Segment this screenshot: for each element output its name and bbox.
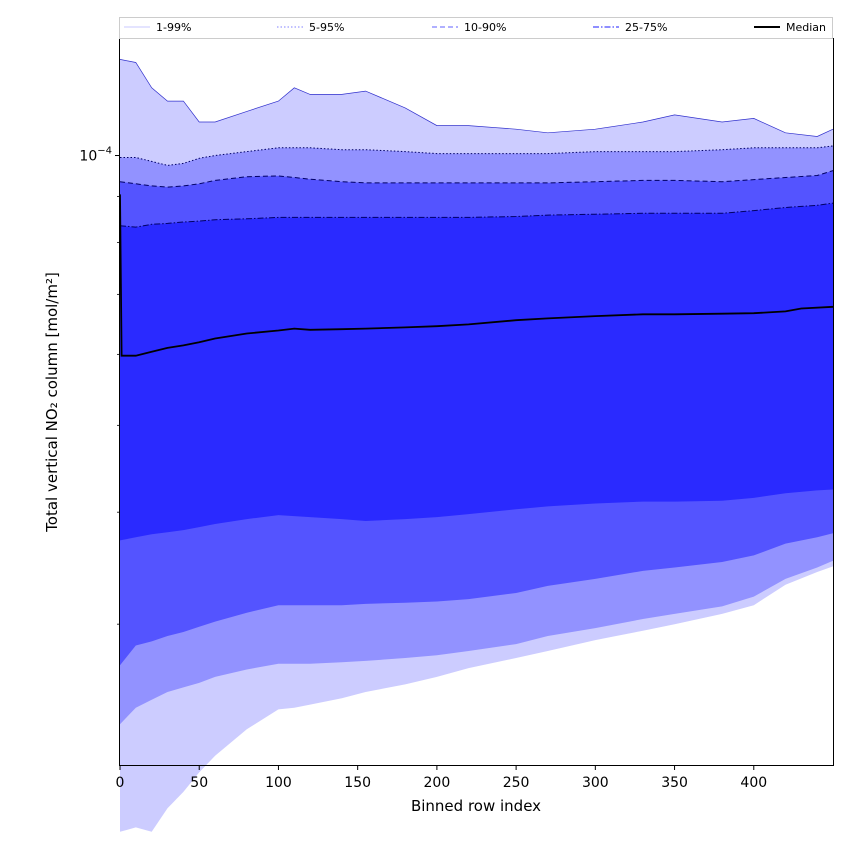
x-tick-label-50: 50 bbox=[190, 775, 208, 791]
y-major-tick-label: 10−4 bbox=[79, 146, 112, 165]
x-tick-label-400: 400 bbox=[740, 775, 767, 791]
legend-label-Median: Median bbox=[786, 21, 826, 34]
x-axis: 0 50 100 150 200 250 300 350 400 bbox=[116, 765, 767, 791]
percentile-bands bbox=[119, 59, 834, 832]
x-tick-label-0: 0 bbox=[116, 775, 125, 791]
median-line bbox=[119, 194, 834, 357]
x-axis-label: Binned row index bbox=[411, 797, 541, 815]
band-upper-edge-5-95% bbox=[120, 145, 834, 166]
y-axis-label: Total vertical NO₂ column [mol/m²] bbox=[43, 272, 61, 533]
legend-label-10-90%: 10-90% bbox=[464, 21, 506, 34]
legend-label-25-75%: 25-75% bbox=[625, 21, 667, 34]
band-upper-edge-1-99% bbox=[119, 59, 834, 137]
x-tick-label-100: 100 bbox=[265, 775, 292, 791]
x-tick-label-300: 300 bbox=[582, 775, 609, 791]
x-tick-label-150: 150 bbox=[344, 775, 371, 791]
x-tick-label-200: 200 bbox=[424, 775, 451, 791]
band-upper-edge-10-90% bbox=[119, 170, 834, 188]
x-tick-label-350: 350 bbox=[661, 775, 688, 791]
legend: 1-99% 5-95% 10-90% 25-75% Median bbox=[119, 17, 833, 39]
band-upper-edge-25-75% bbox=[119, 202, 834, 228]
legend-label-5-95%: 5-95% bbox=[309, 21, 344, 34]
median-layer bbox=[119, 194, 834, 357]
band-25-75% bbox=[120, 203, 833, 541]
legend-label-1-99%: 1-99% bbox=[156, 21, 191, 34]
x-tick-label-250: 250 bbox=[503, 775, 530, 791]
y-axis: 10−4 bbox=[79, 146, 120, 625]
legend-box bbox=[119, 17, 833, 39]
